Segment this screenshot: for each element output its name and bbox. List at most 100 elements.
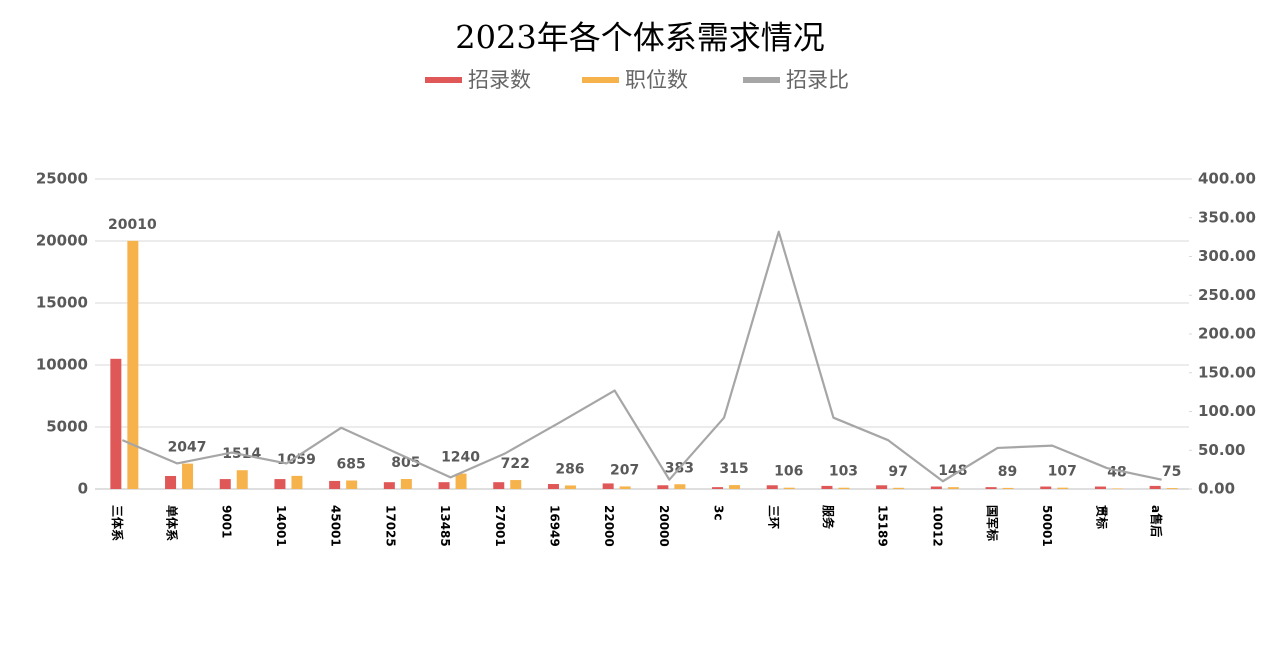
bar: [1040, 486, 1052, 489]
x-tick-label: 15189: [876, 505, 890, 547]
bar: [438, 482, 450, 489]
legend-label: 招录数: [468, 68, 531, 92]
x-tick-label: 10012: [930, 505, 944, 547]
bar: [1094, 486, 1106, 489]
bar: [1057, 487, 1069, 489]
data-label: 685: [337, 457, 366, 473]
bar: [564, 485, 576, 489]
bar: [400, 479, 412, 489]
bar: [110, 358, 122, 489]
x-tick-label: 单体系: [165, 505, 180, 541]
legend-label: 职位数: [625, 68, 688, 92]
data-label: 315: [719, 461, 748, 477]
bar: [455, 473, 467, 489]
x-tick-label: 27001: [493, 505, 507, 547]
bar: [547, 484, 559, 489]
x-tick-label: 国军标: [985, 505, 1000, 541]
x-tick-label: a售后: [1149, 505, 1164, 537]
bar: [274, 479, 286, 489]
y2-tick-label: 0.00: [1198, 480, 1235, 498]
legend-swatch: [425, 77, 462, 83]
data-label: 107: [1048, 464, 1077, 480]
x-tick-label: 17025: [383, 505, 397, 547]
y2-tick-label: 50.00: [1198, 441, 1245, 459]
y-tick-label: 0: [78, 480, 88, 498]
legend-swatch: [743, 77, 780, 83]
data-label: 207: [610, 462, 639, 478]
x-tick-label: 9001: [219, 505, 233, 538]
data-label: 1059: [277, 452, 316, 468]
y2-tick-label: 150.00: [1198, 363, 1256, 381]
y-tick-label: 15000: [36, 294, 88, 312]
bar: [219, 479, 231, 489]
bar: [236, 470, 248, 489]
bar: [838, 487, 850, 489]
bar: [674, 484, 686, 489]
y2-tick-label: 100.00: [1198, 402, 1256, 420]
x-tick-label: 13485: [438, 505, 452, 547]
y-tick-label: 10000: [36, 356, 88, 374]
data-label: 89: [998, 464, 1017, 480]
bar: [1002, 487, 1014, 489]
bar: [783, 487, 795, 489]
bar: [821, 485, 833, 489]
y-tick-label: 5000: [46, 418, 88, 436]
bar: [619, 486, 631, 489]
bar: [712, 487, 724, 489]
bar: [602, 483, 614, 489]
data-label: 148: [938, 463, 967, 479]
bar: [657, 485, 669, 489]
bar: [893, 487, 905, 489]
x-tick-label: 22000: [602, 505, 616, 547]
data-label: 20010: [108, 217, 157, 233]
y-tick-label: 25000: [36, 170, 88, 188]
x-tick-label: 14001: [274, 505, 288, 547]
y2-tick-label: 400.00: [1198, 170, 1256, 188]
data-label: 286: [555, 461, 584, 477]
bar: [729, 485, 741, 489]
bar: [947, 487, 959, 489]
bar: [876, 485, 888, 489]
chart-title: 2023年各个体系需求情况: [455, 19, 824, 57]
bar: [930, 486, 942, 489]
bar: [165, 475, 177, 489]
bar: [182, 463, 194, 489]
x-tick-label: 三环: [766, 505, 780, 529]
bar: [985, 487, 997, 489]
bar: [291, 475, 303, 489]
y2-tick-label: 350.00: [1198, 208, 1256, 226]
bar: [383, 482, 395, 489]
data-label: 805: [391, 455, 420, 471]
data-label: 103: [829, 464, 858, 480]
bar: [346, 480, 358, 489]
y2-tick-label: 300.00: [1198, 247, 1256, 265]
y2-tick-label: 200.00: [1198, 325, 1256, 343]
bar: [127, 240, 139, 489]
line-series: [121, 230, 1162, 483]
y-tick-label: 20000: [36, 232, 88, 250]
legend-label: 招录比: [786, 68, 849, 92]
bar: [493, 482, 505, 489]
bar: [1149, 485, 1161, 489]
bar: [329, 480, 341, 489]
bar: [766, 485, 778, 489]
x-tick-label: 贯标: [1094, 505, 1109, 529]
data-label: 75: [1162, 464, 1181, 480]
bar: [1166, 488, 1178, 489]
y2-tick-label: 250.00: [1198, 286, 1256, 304]
legend-swatch: [582, 77, 619, 83]
bar: [510, 480, 522, 489]
data-label: 97: [888, 464, 907, 480]
data-label: 2047: [168, 440, 207, 456]
x-tick-label: 16949: [547, 505, 561, 547]
bar: [1111, 488, 1123, 489]
x-tick-label: 三体系: [110, 505, 125, 541]
x-tick-label: 服务: [821, 505, 836, 530]
data-label: 106: [774, 464, 803, 480]
data-label: 1240: [441, 450, 480, 466]
data-label: 722: [501, 456, 530, 472]
x-tick-label: 20000: [657, 505, 671, 547]
x-tick-label: 45001: [329, 505, 343, 547]
x-tick-label: 50001: [1040, 505, 1054, 547]
